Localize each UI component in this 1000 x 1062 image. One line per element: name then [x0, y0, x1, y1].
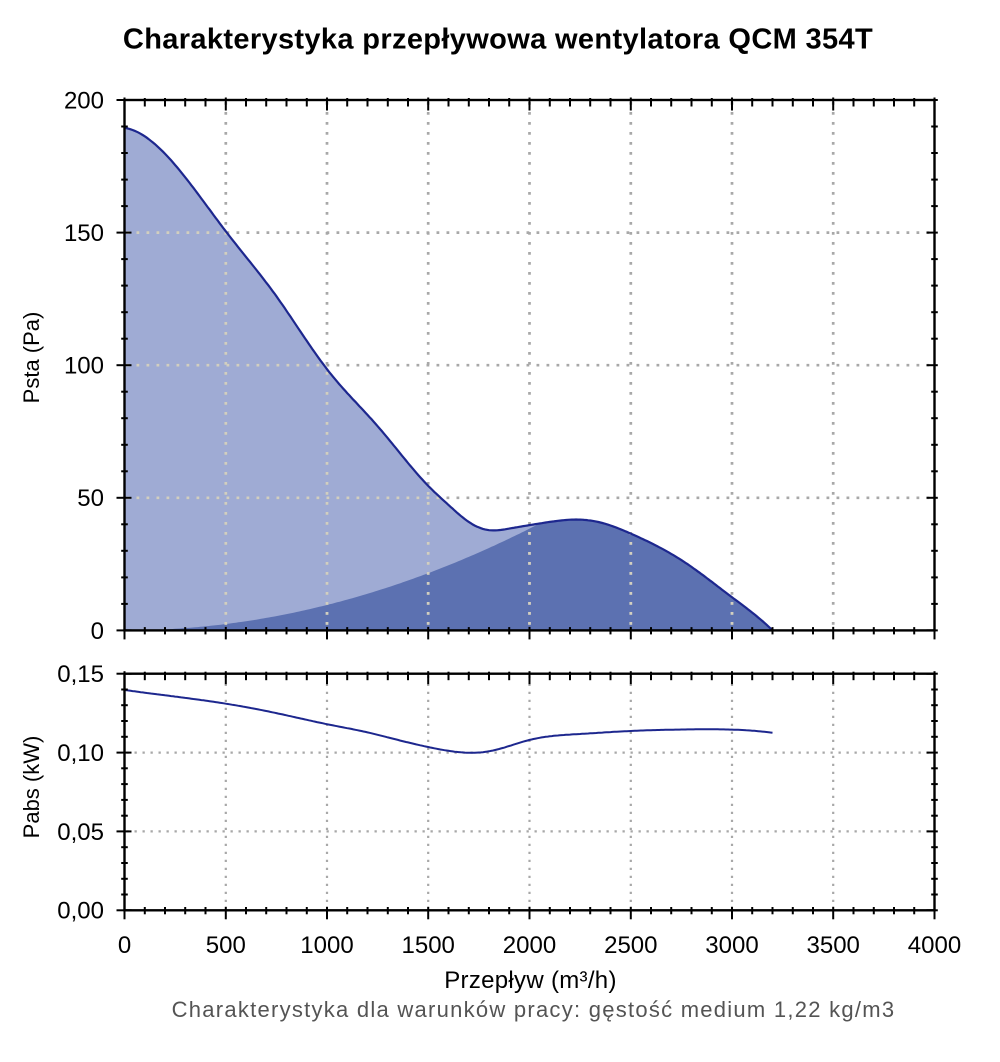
svg-text:2500: 2500 — [604, 932, 657, 959]
svg-text:150: 150 — [64, 220, 104, 247]
svg-text:200: 200 — [64, 87, 104, 114]
svg-text:50: 50 — [77, 485, 104, 512]
svg-text:Pabs (kW): Pabs (kW) — [19, 736, 44, 839]
svg-text:0,15: 0,15 — [57, 661, 104, 688]
svg-text:100: 100 — [64, 353, 104, 380]
svg-text:4000: 4000 — [908, 932, 961, 959]
svg-text:3000: 3000 — [705, 932, 758, 959]
svg-text:Charakterystyka przepływowa we: Charakterystyka przepływowa wentylatora … — [123, 24, 873, 56]
svg-text:0,00: 0,00 — [57, 898, 104, 925]
svg-text:3500: 3500 — [807, 932, 860, 959]
svg-text:0,05: 0,05 — [57, 819, 104, 846]
svg-text:0: 0 — [118, 932, 131, 959]
svg-text:1000: 1000 — [300, 932, 353, 959]
svg-text:Charakterystyka dla warunków p: Charakterystyka dla warunków pracy: gęst… — [172, 997, 896, 1022]
svg-text:Psta (Pa): Psta (Pa) — [19, 312, 44, 404]
svg-text:0,10: 0,10 — [57, 740, 104, 767]
svg-text:500: 500 — [206, 932, 246, 959]
svg-text:2000: 2000 — [503, 932, 556, 959]
svg-text:Przepływ (m³/h): Przepływ (m³/h) — [444, 967, 617, 994]
svg-text:1500: 1500 — [402, 932, 455, 959]
svg-text:0: 0 — [91, 618, 104, 645]
